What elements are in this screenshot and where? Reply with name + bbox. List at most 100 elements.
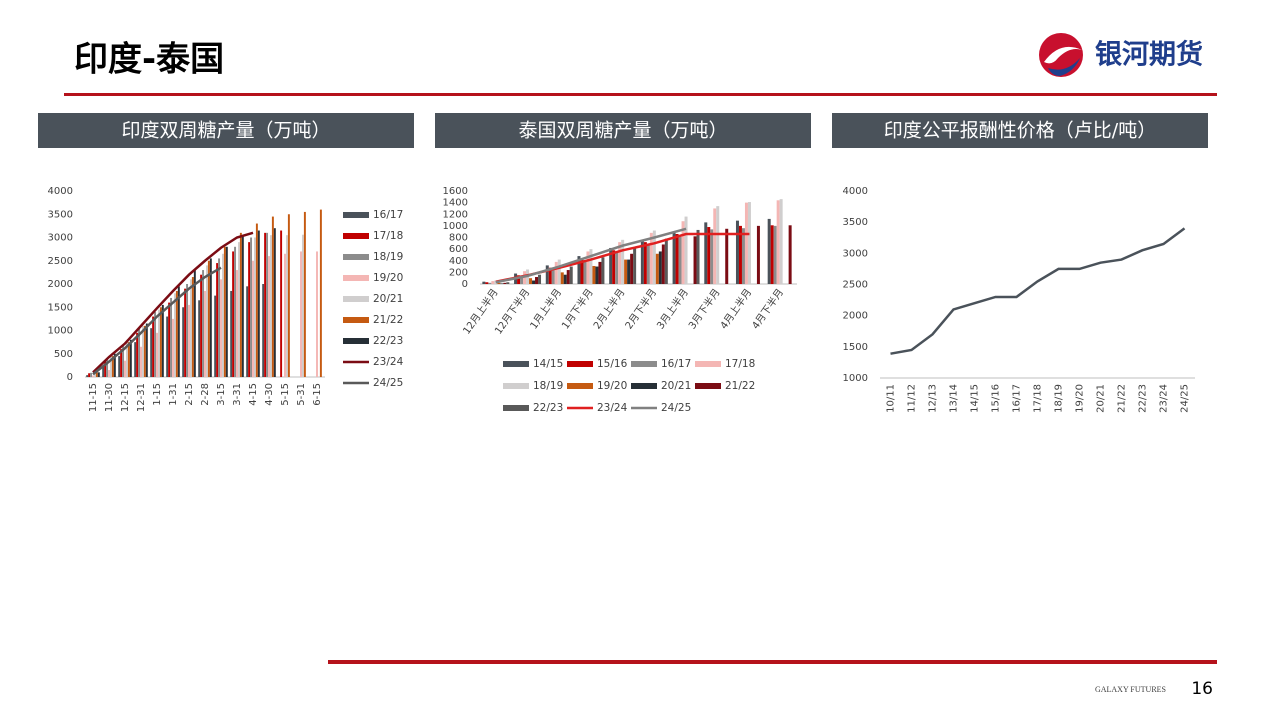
bar [287, 214, 290, 377]
bar [488, 282, 492, 284]
legend-swatch [567, 361, 593, 367]
bar [557, 259, 561, 284]
bar [129, 339, 132, 377]
bar [232, 251, 235, 377]
bar [710, 229, 714, 284]
y-tick-label: 2500 [48, 256, 73, 267]
bar [223, 246, 226, 377]
x-tick-label: 1月下半月 [559, 286, 596, 331]
bar [97, 372, 100, 377]
bar [120, 349, 123, 377]
bar [170, 297, 173, 377]
x-tick-label: 4-30 [264, 383, 275, 406]
bar [113, 353, 116, 377]
bar [125, 342, 128, 377]
y-tick-label: 1000 [443, 221, 468, 232]
bar [538, 274, 542, 284]
bar [580, 259, 584, 284]
bar [788, 225, 792, 284]
bar [300, 251, 302, 377]
legend-swatch [631, 361, 657, 367]
bar [548, 267, 552, 284]
bar [237, 242, 240, 377]
bar [707, 227, 711, 284]
y-tick-label: 800 [449, 233, 468, 244]
bar [633, 247, 637, 284]
y-tick-label: 4000 [843, 186, 868, 197]
bar [672, 231, 676, 284]
x-tick-label: 23/24 [1159, 384, 1170, 413]
bar [216, 263, 219, 377]
header-rule [64, 93, 1217, 96]
bar [221, 253, 224, 377]
bar [207, 260, 210, 377]
bar [109, 356, 112, 377]
panel-title: 印度公平报酬性价格（卢比/吨） [884, 120, 1156, 142]
bar [191, 277, 194, 377]
legend-swatch [503, 361, 529, 367]
bar [248, 242, 251, 377]
bar [266, 232, 269, 377]
x-tick-label: 10/11 [886, 384, 897, 413]
bar [156, 332, 158, 377]
bar [166, 316, 169, 377]
y-tick-label: 600 [449, 244, 468, 255]
bar [154, 311, 157, 377]
footer-rule [328, 660, 1217, 664]
page-number: 16 [1191, 679, 1213, 699]
bar [735, 220, 739, 284]
bar [257, 230, 260, 377]
legend-label: 17/18 [373, 230, 403, 242]
x-tick-label: 11/12 [907, 384, 918, 413]
legend-label: 21/22 [373, 314, 403, 326]
logo-text: 银河期货 [1095, 39, 1203, 71]
bar [598, 261, 602, 284]
bar [284, 253, 286, 377]
bar [770, 225, 774, 284]
y-tick-label: 0 [462, 279, 468, 290]
legend-label: 24/25 [373, 377, 403, 389]
bar [104, 360, 107, 377]
bar [713, 208, 717, 284]
y-tick-label: 3500 [48, 209, 73, 220]
x-tick-label: 6-15 [312, 383, 323, 406]
bar [661, 244, 665, 284]
legend-swatch [695, 383, 721, 389]
legend-label: 23/24 [373, 356, 404, 368]
bar [268, 256, 270, 377]
bar [152, 316, 155, 377]
bar [545, 265, 549, 284]
x-tick-label: 5-31 [296, 383, 307, 406]
bar [612, 250, 616, 284]
bar [285, 235, 288, 377]
x-tick-label: 12/13 [928, 384, 939, 413]
legend-swatch [503, 383, 529, 389]
x-tick-label: 2月上半月 [590, 286, 627, 331]
bar [655, 253, 659, 284]
bar [188, 304, 190, 377]
bar [175, 290, 178, 377]
bar [241, 235, 244, 377]
bar [741, 228, 745, 284]
legend-label: 22/23 [533, 402, 563, 414]
legend-swatch [343, 275, 369, 281]
bar [601, 257, 605, 284]
legend-label: 15/16 [597, 358, 628, 370]
legend-label: 23/24 [597, 402, 628, 414]
legend-label: 14/15 [533, 358, 563, 370]
bar [262, 284, 265, 377]
bar [303, 211, 306, 377]
bar [627, 259, 631, 284]
bar [234, 246, 237, 377]
y-tick-label: 1600 [443, 186, 468, 197]
bar [202, 270, 205, 377]
y-tick-label: 3000 [843, 248, 868, 259]
bar [520, 277, 524, 284]
bar [93, 372, 96, 377]
y-tick-label: 3500 [843, 217, 868, 228]
bar [744, 202, 748, 284]
y-tick-label: 0 [67, 372, 73, 383]
bar [220, 279, 222, 377]
bar [204, 290, 206, 377]
